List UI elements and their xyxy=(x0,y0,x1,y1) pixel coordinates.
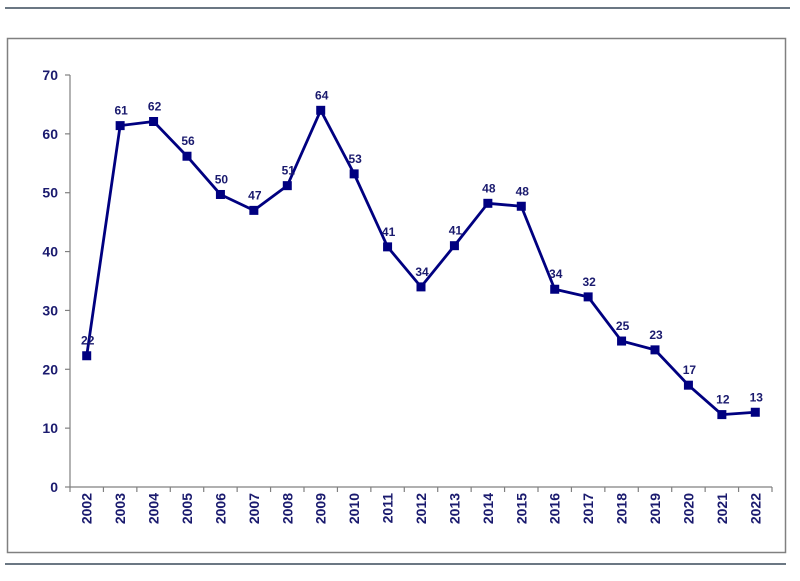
data-point xyxy=(149,116,159,126)
data-label: 23 xyxy=(649,328,663,342)
x-tick-label: 2021 xyxy=(714,493,730,524)
data-label: 61 xyxy=(114,104,128,118)
data-label: 22 xyxy=(81,334,95,348)
data-point xyxy=(683,380,693,390)
data-point xyxy=(449,241,459,251)
x-tick-label: 2005 xyxy=(179,493,195,524)
data-label: 32 xyxy=(582,275,596,289)
y-tick-label: 70 xyxy=(42,67,58,83)
data-label: 41 xyxy=(449,224,463,238)
data-label: 47 xyxy=(248,188,262,202)
data-point xyxy=(550,284,560,294)
data-point xyxy=(215,189,225,199)
data-point xyxy=(249,205,259,215)
data-label: 17 xyxy=(683,363,697,377)
y-tick-label: 0 xyxy=(50,479,58,495)
data-point xyxy=(750,407,760,417)
x-tick-label: 2016 xyxy=(547,493,563,524)
x-tick-label: 2015 xyxy=(513,493,529,524)
data-point xyxy=(483,198,493,208)
data-label: 13 xyxy=(750,390,764,404)
x-tick-label: 2012 xyxy=(413,493,429,524)
data-label: 48 xyxy=(482,181,496,195)
data-label: 53 xyxy=(348,152,362,166)
x-tick-label: 2002 xyxy=(79,493,95,524)
x-tick-label: 2003 xyxy=(112,493,128,524)
data-label: 50 xyxy=(215,172,229,186)
x-tick-label: 2019 xyxy=(647,493,663,524)
data-label: 12 xyxy=(716,393,730,407)
x-tick-label: 2013 xyxy=(446,493,462,524)
x-tick-label: 2020 xyxy=(680,493,696,524)
data-point xyxy=(617,336,627,346)
data-point xyxy=(383,242,393,252)
data-point xyxy=(82,351,92,361)
x-tick-label: 2010 xyxy=(346,493,362,524)
data-label: 25 xyxy=(616,319,630,333)
data-point xyxy=(115,121,125,131)
data-point xyxy=(583,292,593,302)
data-label: 48 xyxy=(516,184,530,198)
x-tick-label: 2004 xyxy=(146,493,162,524)
x-tick-label: 2017 xyxy=(580,493,596,524)
data-point xyxy=(316,105,326,115)
y-tick-label: 40 xyxy=(42,244,58,260)
x-tick-label: 2014 xyxy=(480,493,496,524)
x-tick-label: 2018 xyxy=(614,493,630,524)
data-label: 34 xyxy=(549,267,563,281)
data-label: 51 xyxy=(282,164,296,178)
data-point xyxy=(717,410,727,420)
data-point xyxy=(516,201,526,211)
data-point xyxy=(416,282,426,292)
data-label: 64 xyxy=(315,88,329,102)
data-label: 34 xyxy=(415,265,429,279)
x-tick-label: 2022 xyxy=(747,493,763,524)
y-tick-label: 50 xyxy=(42,185,58,201)
x-tick-label: 2007 xyxy=(246,493,262,524)
data-point xyxy=(349,169,359,179)
x-tick-label: 2009 xyxy=(313,493,329,524)
data-label: 62 xyxy=(148,99,162,113)
data-point xyxy=(182,151,192,161)
data-point xyxy=(650,345,660,355)
data-label: 56 xyxy=(181,134,195,148)
data-label: 41 xyxy=(382,225,396,239)
y-tick-label: 60 xyxy=(42,126,58,142)
y-tick-label: 30 xyxy=(42,302,58,318)
y-tick-label: 20 xyxy=(42,361,58,377)
x-tick-label: 2006 xyxy=(212,493,228,524)
data-point xyxy=(282,181,292,191)
y-tick-label: 10 xyxy=(42,420,58,436)
x-tick-label: 2011 xyxy=(380,493,396,524)
x-tick-label: 2008 xyxy=(279,493,295,524)
